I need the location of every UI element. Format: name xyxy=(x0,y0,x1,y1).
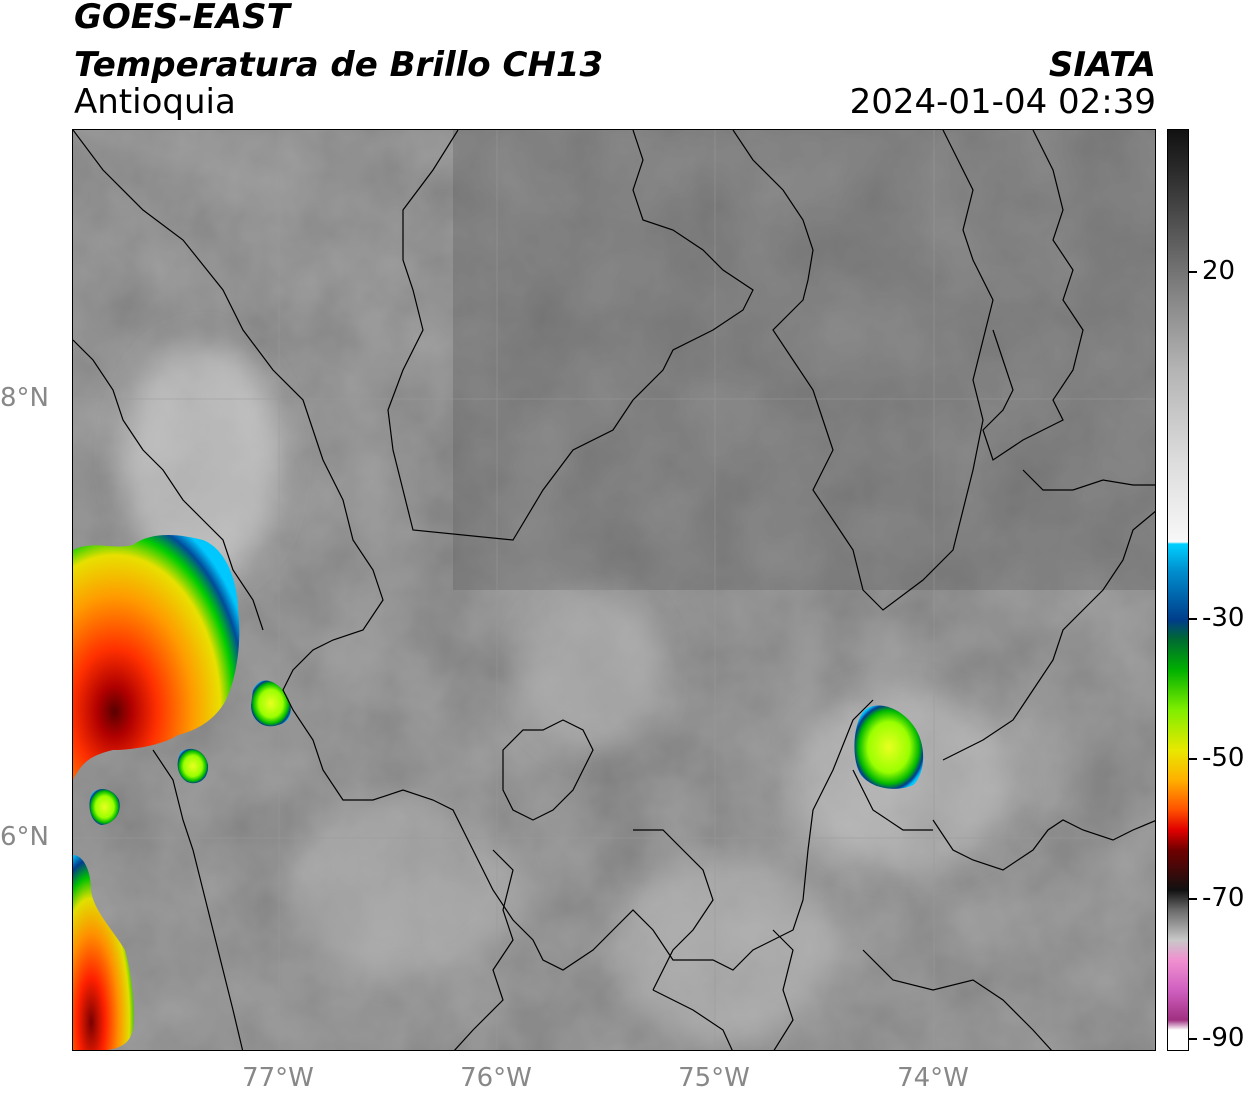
lat-label: 8°N xyxy=(0,383,49,413)
colorbar-tick xyxy=(1189,898,1197,900)
boundaries xyxy=(73,130,1155,1050)
convective-cell-lower-west xyxy=(73,855,134,1050)
convective-cell-small xyxy=(89,788,120,825)
convective-cell-small xyxy=(251,680,291,727)
convective-cell-east xyxy=(854,705,924,789)
convective-cell-west xyxy=(73,535,240,780)
cloud-patch xyxy=(523,590,663,750)
figure-title-product: Temperatura de Brillo CH13 xyxy=(74,45,604,85)
colorbar-tick-label: -70 xyxy=(1202,883,1245,913)
warm-region xyxy=(453,130,1155,590)
satellite-map xyxy=(72,129,1156,1051)
colorbar-tick xyxy=(1189,1038,1197,1040)
colorbar-tick xyxy=(1189,271,1197,273)
graticule xyxy=(73,130,1155,1050)
timestamp-label: 2024-01-04 02:39 xyxy=(849,82,1156,122)
colorbar xyxy=(1167,129,1189,1051)
lat-label: 6°N xyxy=(0,822,49,852)
figure-title-satellite: GOES-EAST xyxy=(74,0,290,37)
lon-label: 76°W xyxy=(460,1063,532,1093)
lon-label: 77°W xyxy=(242,1063,314,1093)
colorbar-tick-label: -50 xyxy=(1202,743,1245,773)
organization-label: SIATA xyxy=(1048,45,1156,85)
cloud-patch xyxy=(603,860,843,1040)
figure-region-label: Antioquia xyxy=(74,82,236,122)
lon-label: 74°W xyxy=(897,1063,969,1093)
colorbar-tick-label: -90 xyxy=(1202,1023,1245,1053)
colorbar-tick xyxy=(1189,758,1197,760)
colorbar-tick xyxy=(1189,618,1197,620)
lon-label: 75°W xyxy=(678,1063,750,1093)
convective-cell-small xyxy=(177,748,209,784)
cloud-texture xyxy=(73,130,1155,1050)
cloud-patch xyxy=(123,340,283,580)
colorbar-tick-label: 20 xyxy=(1202,256,1236,286)
colorbar-tick-label: -30 xyxy=(1202,603,1245,633)
cloud-patch xyxy=(283,800,523,980)
